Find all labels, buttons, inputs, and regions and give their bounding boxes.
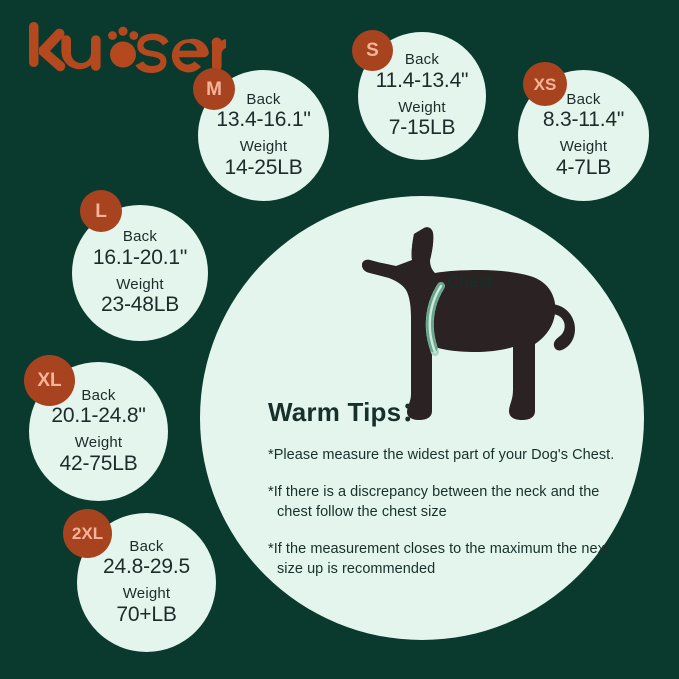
weight-value: 14-25LB bbox=[224, 155, 303, 179]
weight-label: Weight bbox=[74, 434, 123, 451]
back-value: 13.4-16.1" bbox=[216, 108, 311, 132]
kuoser-wordmark-icon bbox=[29, 22, 233, 73]
warm-tip-item: *If the measurement closes to the maximu… bbox=[268, 541, 609, 577]
back-label: Back bbox=[129, 537, 164, 555]
back-value: 16.1-20.1" bbox=[92, 245, 188, 269]
weight-value: 4-7LB bbox=[555, 155, 612, 179]
weight-label: Weight bbox=[239, 138, 288, 155]
size-badge-xl[interactable]: XL bbox=[24, 355, 75, 406]
warm-tip-item: *Please measure the widest part of your … bbox=[268, 447, 615, 463]
weight-value: 42-75LB bbox=[59, 451, 138, 475]
back-value: 24.8-29.5 bbox=[103, 555, 190, 579]
back-value: 20.1-24.8" bbox=[51, 404, 146, 428]
back-label: Back bbox=[566, 90, 601, 108]
warm-tip-item: *If there is a discrepancy between the n… bbox=[268, 484, 600, 520]
back-label: Back bbox=[122, 228, 158, 246]
warm-tips-heading: Warm Tips： bbox=[268, 397, 428, 427]
weight-label: Weight bbox=[116, 275, 164, 293]
weight-value: 23-48LB bbox=[101, 293, 179, 317]
size-badge-xs[interactable]: XS bbox=[523, 62, 567, 106]
chest-label: Chest bbox=[447, 272, 493, 291]
size-badge-s[interactable]: S bbox=[352, 30, 393, 71]
weight-label: Weight bbox=[398, 98, 446, 116]
back-value: 11.4-13.4" bbox=[375, 68, 469, 92]
size-badge-l[interactable]: L bbox=[80, 190, 122, 232]
brand-logo bbox=[26, 22, 233, 82]
weight-value: 7-15LB bbox=[388, 116, 456, 140]
weight-value: 70+LB bbox=[116, 602, 177, 626]
size-badge-2xl[interactable]: 2XL bbox=[63, 509, 112, 558]
size-badge-m[interactable]: M bbox=[193, 68, 235, 110]
dog-silhouette-icon bbox=[362, 227, 575, 420]
weight-label: Weight bbox=[122, 585, 171, 602]
weight-label: Weight bbox=[559, 138, 608, 155]
back-label: Back bbox=[246, 90, 281, 108]
back-label: Back bbox=[81, 386, 116, 404]
back-label: Back bbox=[404, 51, 440, 69]
measuring-tape-icon bbox=[425, 282, 445, 356]
size-bubble-m[interactable]: Back 13.4-16.1" Weight 14-25LB bbox=[198, 70, 329, 201]
back-value: 8.3-11.4" bbox=[542, 108, 625, 132]
dog-diagram bbox=[340, 226, 606, 432]
warm-tips-block: Warm Tips： *Please measure the widest pa… bbox=[268, 392, 620, 579]
